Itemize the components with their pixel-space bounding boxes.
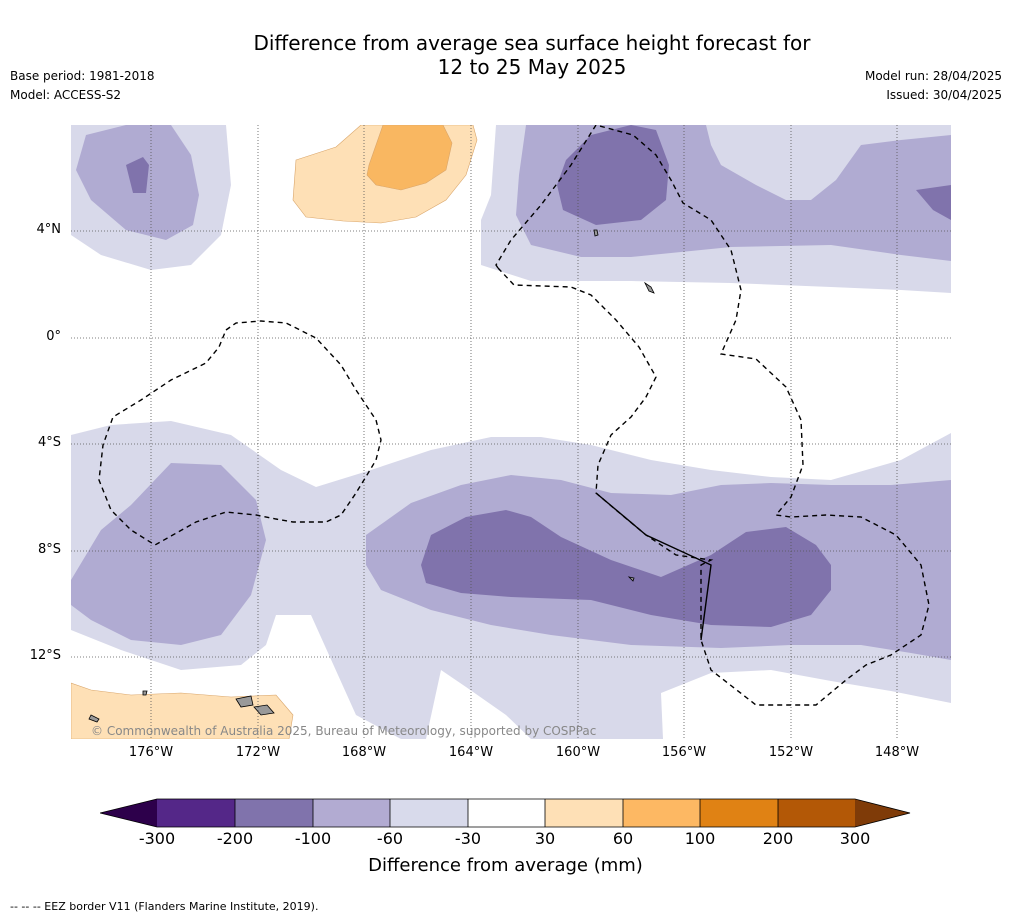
lon-label: 164°W [448,745,494,760]
colorbar-cell [623,799,700,827]
island [643,281,655,294]
lat-label: 4°N [36,222,62,237]
island [593,229,599,237]
colorbar-label: 300 [839,829,871,848]
colorbar-cell [390,799,468,827]
island [88,714,100,723]
lon-label: 152°W [768,745,814,760]
lat-label: 4°S [37,435,61,450]
contour-negative-strong [916,185,951,220]
colorbar-label: 200 [762,829,794,848]
meta-right: Model run: 28/04/2025 Issued: 30/04/2025 [865,67,1002,105]
colorbar-label: 30 [534,829,556,848]
base-period-text: Base period: 1981-2018 [10,69,155,83]
island [235,695,254,708]
contour-positive-light [71,682,294,739]
lon-label: 172°W [235,745,281,760]
lon-label: 160°W [555,745,601,760]
map-title-line-1: Difference from average sea surface heig… [253,31,811,55]
island [253,704,275,716]
lon-label: 156°W [661,745,707,760]
colorbar-label: -200 [216,829,254,848]
colorbar-cell [468,799,545,827]
model-text: Model: ACCESS-S2 [10,88,122,102]
colorbar-label: -30 [454,829,482,848]
colorbar-label: -300 [138,829,176,848]
copyright-text: © Commonwealth of Australia 2025, Bureau… [91,724,597,738]
lon-label: 176°W [128,745,174,760]
colorbar-label: -100 [294,829,332,848]
map-title-line-2: 12 to 25 May 2025 [437,55,627,79]
lat-label: 0° [46,329,61,344]
lat-label: 12°S [29,648,61,663]
colorbar-label: 100 [684,829,716,848]
colorbar-cell [235,799,313,827]
map-title: Difference from average sea surface heig… [0,31,1011,79]
colorbar-title: Difference from average (mm) [368,855,643,876]
lon-label: 168°W [341,745,387,760]
colorbar-label: -60 [376,829,404,848]
eez-footnote: -- -- -- EEZ border V11 (Flanders Marine… [10,900,319,913]
colorbar-cell [313,799,390,827]
island [142,690,148,696]
contour-negative-strong [421,510,831,627]
colorbar [100,798,911,828]
colorbar-label: 60 [612,829,634,848]
contour-positive-medium [366,125,453,191]
graticule [71,125,951,739]
colorbar-cell [545,799,623,827]
colorbar-cell [700,799,778,827]
issued-text: Issued: 30/04/2025 [886,88,1002,102]
colorbar-cell [100,799,157,827]
meta-left: Base period: 1981-2018 Model: ACCESS-S2 [10,67,155,105]
contour-negative-strong [126,157,149,193]
sea-level-map [71,125,951,739]
contour-negative-light [706,125,951,200]
model-run-text: Model run: 28/04/2025 [864,69,1002,83]
eez-borders [98,125,930,706]
colorbar-cell [855,799,910,827]
contour-negative-strong [557,125,669,225]
lon-label: 148°W [874,745,920,760]
colorbar-cell [778,799,855,827]
colorbar-cell [157,799,235,827]
island [627,576,635,582]
contour-negative-medium [71,463,266,645]
lat-label: 8°S [37,542,61,557]
